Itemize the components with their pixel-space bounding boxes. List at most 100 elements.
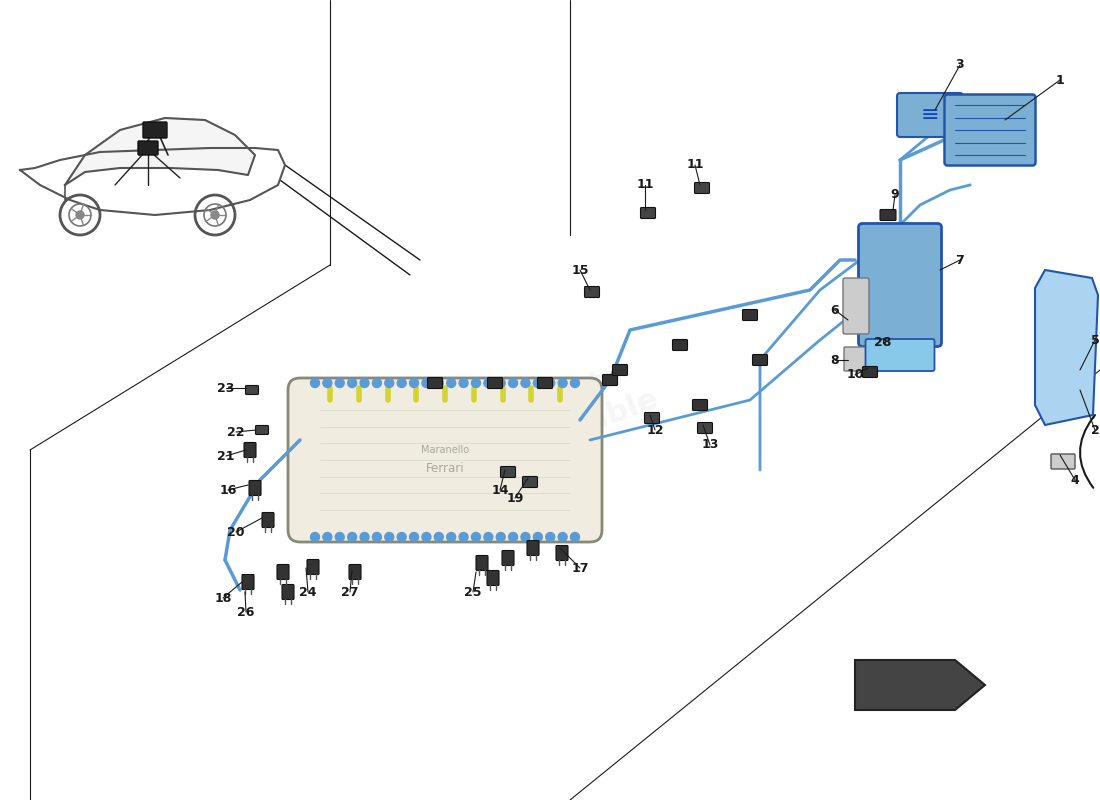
Circle shape <box>521 533 530 542</box>
Text: 9: 9 <box>891 189 900 202</box>
FancyBboxPatch shape <box>138 141 158 155</box>
Circle shape <box>323 378 332 387</box>
Circle shape <box>385 533 394 542</box>
Circle shape <box>521 378 530 387</box>
FancyBboxPatch shape <box>584 286 600 298</box>
Text: eu6b50 parts
interchangeable: eu6b50 parts interchangeable <box>377 353 662 507</box>
FancyBboxPatch shape <box>288 378 602 542</box>
FancyBboxPatch shape <box>613 365 627 375</box>
Circle shape <box>508 533 518 542</box>
FancyBboxPatch shape <box>245 386 258 394</box>
Circle shape <box>546 533 554 542</box>
Circle shape <box>360 533 368 542</box>
Text: 6: 6 <box>830 303 839 317</box>
FancyBboxPatch shape <box>603 374 617 386</box>
FancyBboxPatch shape <box>282 585 294 599</box>
Text: 27: 27 <box>341 586 359 598</box>
Circle shape <box>534 533 542 542</box>
Circle shape <box>397 378 406 387</box>
Text: 25: 25 <box>464 586 482 598</box>
Text: 11: 11 <box>636 178 653 191</box>
Circle shape <box>310 533 319 542</box>
Circle shape <box>484 378 493 387</box>
Circle shape <box>534 378 542 387</box>
Circle shape <box>434 533 443 542</box>
Text: 24: 24 <box>299 586 317 598</box>
Text: 17: 17 <box>571 562 588 574</box>
Circle shape <box>348 533 356 542</box>
FancyBboxPatch shape <box>697 422 713 434</box>
FancyBboxPatch shape <box>522 477 538 487</box>
Circle shape <box>546 378 554 387</box>
FancyBboxPatch shape <box>244 442 256 458</box>
Circle shape <box>310 378 319 387</box>
Circle shape <box>472 533 481 542</box>
Text: 14: 14 <box>492 483 508 497</box>
FancyBboxPatch shape <box>538 378 552 389</box>
FancyBboxPatch shape <box>844 347 868 371</box>
FancyBboxPatch shape <box>143 122 167 138</box>
Text: 18: 18 <box>214 591 232 605</box>
FancyBboxPatch shape <box>862 366 878 378</box>
Circle shape <box>484 533 493 542</box>
FancyBboxPatch shape <box>1050 454 1075 469</box>
FancyBboxPatch shape <box>880 210 896 221</box>
FancyBboxPatch shape <box>502 550 514 566</box>
Circle shape <box>447 378 455 387</box>
Text: 12: 12 <box>647 423 663 437</box>
FancyBboxPatch shape <box>249 481 261 495</box>
FancyBboxPatch shape <box>487 570 499 586</box>
Circle shape <box>336 378 344 387</box>
Circle shape <box>76 211 84 219</box>
FancyBboxPatch shape <box>645 413 660 423</box>
Text: 8: 8 <box>830 354 839 366</box>
Polygon shape <box>855 660 984 710</box>
FancyBboxPatch shape <box>527 541 539 555</box>
FancyBboxPatch shape <box>858 223 942 346</box>
FancyBboxPatch shape <box>694 182 710 194</box>
Circle shape <box>459 378 469 387</box>
Circle shape <box>472 378 481 387</box>
Circle shape <box>211 211 219 219</box>
FancyBboxPatch shape <box>307 559 319 574</box>
FancyBboxPatch shape <box>262 513 274 527</box>
Circle shape <box>373 533 382 542</box>
Circle shape <box>496 378 505 387</box>
Circle shape <box>409 378 418 387</box>
Text: 7: 7 <box>956 254 965 266</box>
Text: 3: 3 <box>956 58 965 71</box>
FancyBboxPatch shape <box>945 94 1035 166</box>
Circle shape <box>571 533 580 542</box>
FancyBboxPatch shape <box>349 565 361 579</box>
FancyBboxPatch shape <box>742 310 758 321</box>
Text: 26: 26 <box>238 606 255 618</box>
FancyBboxPatch shape <box>896 93 962 137</box>
Text: 10: 10 <box>846 369 864 382</box>
FancyBboxPatch shape <box>866 339 935 371</box>
Circle shape <box>508 378 518 387</box>
Circle shape <box>323 533 332 542</box>
Text: 13: 13 <box>702 438 718 451</box>
Text: Maranello: Maranello <box>421 445 469 455</box>
FancyBboxPatch shape <box>476 555 488 570</box>
FancyBboxPatch shape <box>693 399 707 410</box>
Circle shape <box>409 533 418 542</box>
Text: 15: 15 <box>571 263 588 277</box>
Text: 5: 5 <box>1090 334 1099 346</box>
FancyBboxPatch shape <box>752 354 768 366</box>
Text: 23: 23 <box>218 382 234 394</box>
Text: ≡: ≡ <box>921 105 939 125</box>
Circle shape <box>385 378 394 387</box>
FancyBboxPatch shape <box>255 426 268 434</box>
Circle shape <box>447 533 455 542</box>
FancyBboxPatch shape <box>428 378 442 389</box>
FancyBboxPatch shape <box>500 466 516 478</box>
Circle shape <box>571 378 580 387</box>
Text: 22: 22 <box>228 426 244 438</box>
Polygon shape <box>1035 270 1098 425</box>
Circle shape <box>360 378 368 387</box>
FancyBboxPatch shape <box>277 565 289 579</box>
Circle shape <box>336 533 344 542</box>
FancyBboxPatch shape <box>487 378 503 389</box>
Text: 19: 19 <box>506 491 524 505</box>
